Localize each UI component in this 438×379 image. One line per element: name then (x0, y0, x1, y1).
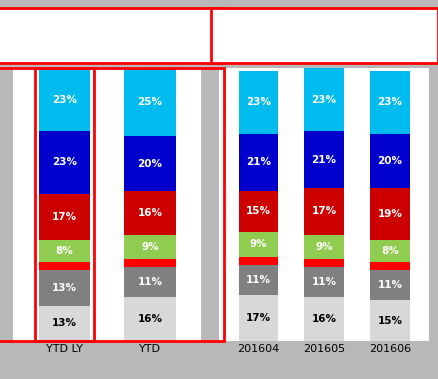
Bar (370, 188, 410, 240)
Bar (239, 71, 278, 134)
Text: 15%: 15% (246, 207, 271, 216)
Bar (239, 191, 278, 232)
Bar (124, 259, 176, 268)
Bar (304, 131, 344, 188)
Bar (124, 298, 176, 341)
Text: 20%: 20% (138, 159, 162, 169)
Text: 11%: 11% (246, 275, 271, 285)
Bar (370, 300, 410, 341)
Text: 23%: 23% (311, 95, 337, 105)
Text: 25%: 25% (138, 97, 162, 107)
Bar (124, 235, 176, 259)
Text: 13%: 13% (52, 318, 77, 328)
Text: 8%: 8% (56, 246, 74, 256)
Bar (304, 68, 344, 131)
Bar (39, 270, 90, 305)
Bar (239, 265, 278, 295)
Bar (39, 131, 90, 194)
Bar (304, 298, 344, 341)
Bar (39, 194, 90, 240)
Text: 17%: 17% (52, 212, 77, 222)
Bar (39, 305, 90, 341)
Bar (39, 68, 90, 131)
Bar (239, 232, 278, 257)
Bar (124, 268, 176, 298)
Text: 17%: 17% (311, 207, 337, 216)
Bar (370, 134, 410, 188)
Text: 21%: 21% (311, 155, 337, 164)
Bar (124, 191, 176, 235)
Bar (370, 71, 410, 134)
Text: 15%: 15% (377, 316, 403, 326)
Text: 20%: 20% (377, 156, 403, 166)
Bar (304, 188, 344, 235)
Bar (239, 257, 278, 265)
Bar (124, 136, 176, 191)
Text: 16%: 16% (311, 314, 337, 324)
Bar (304, 259, 344, 268)
Text: 23%: 23% (246, 97, 271, 107)
Text: 16%: 16% (138, 314, 162, 324)
Bar (304, 268, 344, 298)
Text: 19%: 19% (378, 209, 402, 219)
Text: 9%: 9% (141, 242, 159, 252)
Text: 11%: 11% (311, 277, 337, 287)
Bar (304, 235, 344, 259)
Text: 11%: 11% (377, 280, 403, 290)
Text: 13%: 13% (52, 283, 77, 293)
Text: 23%: 23% (377, 97, 403, 107)
Bar (239, 134, 278, 191)
Bar (370, 270, 410, 300)
Bar (124, 68, 176, 136)
Text: 23%: 23% (52, 157, 77, 168)
Text: 16%: 16% (138, 208, 162, 218)
Text: 23%: 23% (52, 95, 77, 105)
Bar (39, 240, 90, 262)
Text: 11%: 11% (138, 277, 162, 287)
Text: 8%: 8% (381, 246, 399, 256)
Bar (239, 295, 278, 341)
Text: 9%: 9% (250, 239, 267, 249)
Bar (370, 262, 410, 270)
Text: 17%: 17% (246, 313, 271, 323)
Bar (370, 240, 410, 262)
Text: 21%: 21% (246, 157, 271, 168)
Bar (39, 262, 90, 270)
Text: 9%: 9% (315, 242, 333, 252)
